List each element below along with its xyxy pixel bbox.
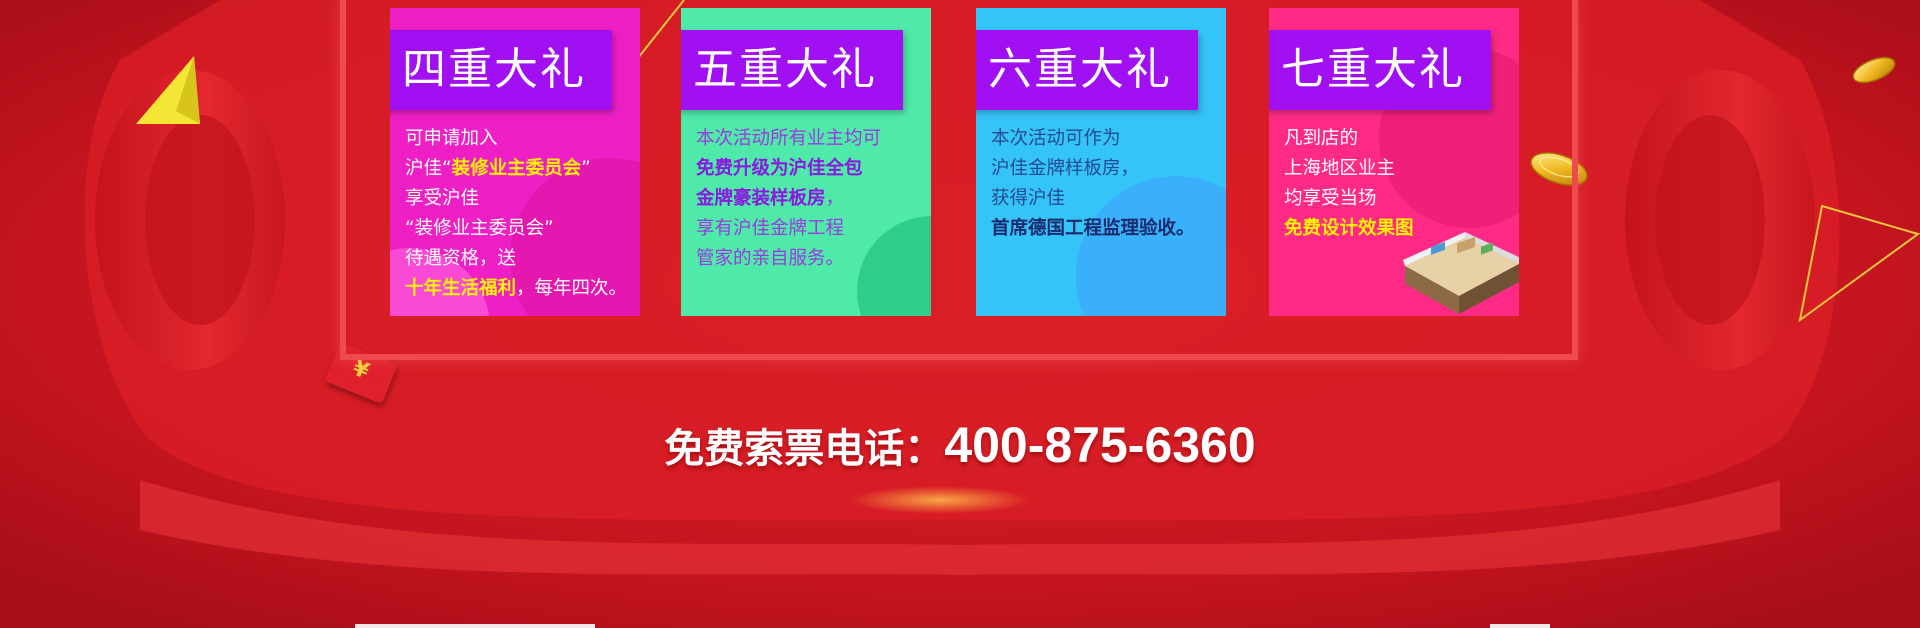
card-highlight-text: 免费升级为沪佳全包 [696,158,863,179]
card-line: 本次活动可作为 [991,124,1226,154]
card-text: 上海地区业主 [1284,158,1396,179]
card-title: 七重大礼 [1269,30,1491,110]
thin-line-decoration [637,0,685,59]
card-highlight-text: 金牌豪装样板房 [696,188,826,209]
card-line: 首席德国工程监理验收。 [991,214,1226,244]
card-text: 获得沪佳 [991,188,1066,209]
card-line: 享有沪佳金牌工程 [696,214,931,244]
card-line: 沪佳“装修业主委员会” [405,154,640,184]
card-text: 沪佳“ [405,158,452,179]
card-title: 六重大礼 [976,30,1198,110]
card-text: 本次活动所有业主均可 [696,128,882,149]
card-line: 本次活动所有业主均可 [696,124,931,154]
card-highlight-text: 首席德国工程监理验收。 [991,218,1195,239]
house-model-icon [1403,232,1519,314]
gift-card-7: 七重大礼 凡到店的上海地区业主 均享受当场免费设计效果图 [1269,8,1519,316]
card-text: 管家的亲自服务。 [696,248,845,269]
card-line: 均享受当场 [1284,184,1519,214]
card-title: 四重大礼 [390,30,612,110]
card-text: 享有沪佳金牌工程 [696,218,845,239]
red-envelope-symbol: ¥ [348,355,373,385]
card-line: 享受沪佳 [405,184,640,214]
card-line: 免费升级为沪佳全包 [696,154,931,184]
card-line: 十年生活福利，每年四次。 [405,274,640,304]
card-highlight-text: 装修业主委员会 [451,158,582,179]
card-body: 可申请加入 沪佳“装修业主委员会” 享受沪佳 “装修业主委员会” 待遇资格，送 十年生… [405,124,640,304]
card-highlight-text: 免费设计效果图 [1284,218,1414,239]
card-text: 本次活动可作为 [991,128,1121,149]
hotline-label: 免费索票电话： [664,426,945,472]
card-line: 凡到店的 [1284,124,1519,154]
gold-coin-icon [1852,56,1896,84]
card-line: 免费设计效果图 [1284,214,1519,244]
triangle-outline-icon [1798,204,1920,323]
card-title: 五重大礼 [681,30,903,110]
card-text: 凡到店的 [1284,128,1359,149]
card-line: 上海地区业主 [1284,154,1519,184]
card-body: 凡到店的上海地区业主 均享受当场免费设计效果图 [1284,124,1519,244]
card-text: 享受沪佳 [405,188,480,209]
card-text: ， [825,188,845,209]
card-line: 待遇资格，送 [405,244,640,274]
cards-frame [340,0,1578,360]
hotline-number[interactable]: 400-875-6360 [944,417,1256,473]
card-body: 本次活动可作为 沪佳金牌样板房， 获得沪佳首席德国工程监理验收。 [991,124,1226,244]
card-line: 金牌豪装样板房， [696,184,931,214]
card-body: 本次活动所有业主均可 免费升级为沪佳全包 金牌豪装样板房， 享有沪佳金牌工程 管家的亲自… [696,124,931,274]
gift-card-4: 四重大礼 可申请加入沪佳“装修业主委员会” 享受沪佳 “装修业主委员会” 待遇资格… [390,8,640,316]
gift-card-5: 五重大礼 本次活动所有业主均可 免费升级为沪佳全包 金牌豪装样板房， 享有沪佳金牌工程… [681,8,931,316]
card-text: 待遇资格，送 [405,248,517,269]
ticket-hotline: 免费索票电话：400-875-6360 [0,410,1920,484]
card-line: 获得沪佳 [991,184,1226,214]
card-line: “装修业主委员会” [405,214,640,244]
card-text: 均享受当场 [1284,188,1377,209]
card-text: ，每年四次。 [516,278,628,299]
card-line: 可申请加入 [405,124,640,154]
card-text: “装修业主委员会” [405,218,554,239]
card-text: ” [581,158,591,179]
gift-card-6: 六重大礼 本次活动可作为 沪佳金牌样板房， 获得沪佳首席德国工程监理验收。 [976,8,1226,316]
card-text: 可申请加入 [405,128,498,149]
card-highlight-text: 十年生活福利 [405,278,517,299]
card-line: 沪佳金牌样板房， [991,154,1226,184]
yellow-triangle-icon [136,56,200,124]
card-text: 沪佳金牌样板房， [991,158,1140,179]
card-line: 管家的亲自服务。 [696,244,931,274]
